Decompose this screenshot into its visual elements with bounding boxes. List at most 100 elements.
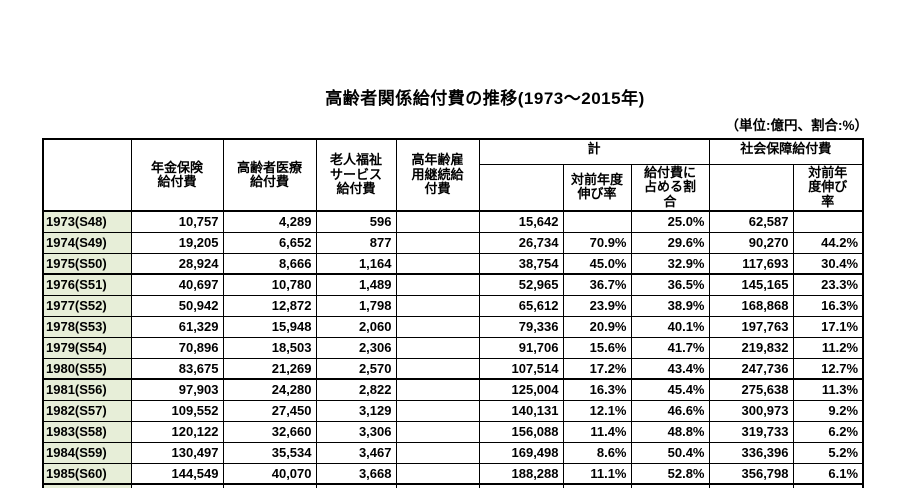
value-cell xyxy=(395,273,480,296)
value-cell: 17.2% xyxy=(562,357,632,381)
value-cell: 5.2% xyxy=(792,441,864,464)
value-cell: 219,832 xyxy=(708,336,794,359)
value-cell: 40,070 xyxy=(222,462,317,486)
value-cell: 300,973 xyxy=(708,399,794,422)
header-elderly-medical: 高齢者医療 給付費 xyxy=(222,138,317,213)
header-pension: 年金保険 給付費 xyxy=(130,138,224,213)
value-cell: 20.9% xyxy=(562,315,632,338)
value-cell: 35,534 xyxy=(222,441,317,464)
value-cell: 70.9% xyxy=(562,231,632,254)
value-cell: 3,467 xyxy=(315,441,397,464)
value-cell: 12,872 xyxy=(222,294,317,317)
value-cell: 2,306 xyxy=(315,336,397,359)
header-group-social-security: 社会保障給付費 xyxy=(708,138,864,165)
year-cell: 1982(S57) xyxy=(42,399,132,422)
table-row: 1982(S57) 109,552 27,450 3,129 140,131 12.1% 4… xyxy=(42,399,864,422)
value-cell xyxy=(315,483,397,488)
value-cell: 319,733 xyxy=(708,420,794,443)
header-group-total: 計 xyxy=(478,138,710,165)
header-total-value xyxy=(478,163,564,213)
year-cell: 1984(S59) xyxy=(42,441,132,464)
value-cell: 596 xyxy=(315,210,397,233)
table-row: 1973(S48) 10,757 4,289 596 15,642 25.0% 62,587 xyxy=(42,210,864,233)
value-cell: 10,757 xyxy=(130,210,224,233)
value-cell xyxy=(395,378,480,401)
value-cell: 3,306 xyxy=(315,420,397,443)
header-social-yoy: 対前年 度伸び 率 xyxy=(792,163,864,213)
value-cell: 11.3% xyxy=(792,378,864,401)
value-cell: 45.0% xyxy=(562,252,632,276)
value-cell: 18,503 xyxy=(222,336,317,359)
table-row: 1974(S49) 19,205 6,652 877 26,734 70.9% 29.6% 9… xyxy=(42,231,864,254)
value-cell: 83,675 xyxy=(130,357,224,381)
year-cell: 1976(S51) xyxy=(42,273,132,296)
table-row: 1976(S51) 40,697 10,780 1,489 52,965 36.7% 36.… xyxy=(42,273,864,296)
value-cell: 336,396 xyxy=(708,441,794,464)
year-cell: 1979(S54) xyxy=(42,336,132,359)
value-cell: 169,498 xyxy=(478,441,564,464)
value-cell: 44.2% xyxy=(792,231,864,254)
header-employment-continuation: 高年齢雇 用継続給 付費 xyxy=(395,138,480,213)
value-cell xyxy=(395,231,480,254)
value-cell xyxy=(395,294,480,317)
value-cell: 40,697 xyxy=(130,273,224,296)
value-cell: 38,754 xyxy=(478,252,564,276)
value-cell: 197,763 xyxy=(708,315,794,338)
value-cell: 36.7% xyxy=(562,273,632,296)
value-cell: 4,289 xyxy=(222,210,317,233)
value-cell: 23.9% xyxy=(562,294,632,317)
value-cell: 16.3% xyxy=(792,294,864,317)
value-cell: 1,164 xyxy=(315,252,397,276)
value-cell: 8,666 xyxy=(222,252,317,276)
value-cell xyxy=(395,315,480,338)
value-cell: 3,129 xyxy=(315,399,397,422)
year-cell: 1981(S56) xyxy=(42,378,132,401)
value-cell: 97,903 xyxy=(130,378,224,401)
value-cell: 21,269 xyxy=(222,357,317,381)
value-cell: 17.1% xyxy=(792,315,864,338)
value-cell: 36.5% xyxy=(630,273,710,296)
value-cell: 65,612 xyxy=(478,294,564,317)
table-row: 1983(S58) 120,122 32,660 3,306 156,088 11.4% 4… xyxy=(42,420,864,443)
value-cell: 15,642 xyxy=(478,210,564,233)
header-total-share: 給付費に 占める割 合 xyxy=(630,163,710,213)
value-cell: 2,570 xyxy=(315,357,397,381)
header-welfare-service: 老人福祉 サービス 給付費 xyxy=(315,138,397,213)
value-cell: 15,948 xyxy=(222,315,317,338)
year-cell xyxy=(42,483,132,488)
value-cell xyxy=(395,210,480,233)
value-cell: 62,587 xyxy=(708,210,794,233)
value-cell: 2,060 xyxy=(315,315,397,338)
value-cell: 29.6% xyxy=(630,231,710,254)
value-cell: 45.4% xyxy=(630,378,710,401)
value-cell: 11.2% xyxy=(792,336,864,359)
year-cell: 1977(S52) xyxy=(42,294,132,317)
value-cell: 6.1% xyxy=(792,462,864,486)
header-row-sub: 対前年度 伸び率 給付費に 占める割 合 対前年 度伸び 率 xyxy=(43,163,864,213)
value-cell: 8.6% xyxy=(562,441,632,464)
table-row: 1984(S59) 130,497 35,534 3,467 169,498 8.6% 50… xyxy=(42,441,864,464)
value-cell xyxy=(395,399,480,422)
value-cell: 52,965 xyxy=(478,273,564,296)
value-cell: 32,660 xyxy=(222,420,317,443)
value-cell: 70,896 xyxy=(130,336,224,359)
value-cell: 90,270 xyxy=(708,231,794,254)
value-cell: 188,288 xyxy=(478,462,564,486)
value-cell: 16.3% xyxy=(562,378,632,401)
value-cell xyxy=(222,483,317,488)
value-cell: 6,652 xyxy=(222,231,317,254)
value-cell: 24,280 xyxy=(222,378,317,401)
year-cell: 1985(S60) xyxy=(42,462,132,486)
value-cell: 168,868 xyxy=(708,294,794,317)
unit-note: （単位:億円、割合:%） xyxy=(725,118,869,133)
table-row: 1981(S56) 97,903 24,280 2,822 125,004 16.3% 45… xyxy=(42,378,864,401)
value-cell: 6.2% xyxy=(792,420,864,443)
table-row: 1975(S50) 28,924 8,666 1,164 38,754 45.0% 32.9… xyxy=(42,252,864,276)
value-cell: 125,004 xyxy=(478,378,564,401)
value-cell: 46.6% xyxy=(630,399,710,422)
table-row: 1980(S55) 83,675 21,269 2,570 107,514 17.2% 43… xyxy=(42,357,864,381)
value-cell: 117,693 xyxy=(708,252,794,276)
value-cell xyxy=(395,462,480,486)
value-cell xyxy=(130,483,224,488)
